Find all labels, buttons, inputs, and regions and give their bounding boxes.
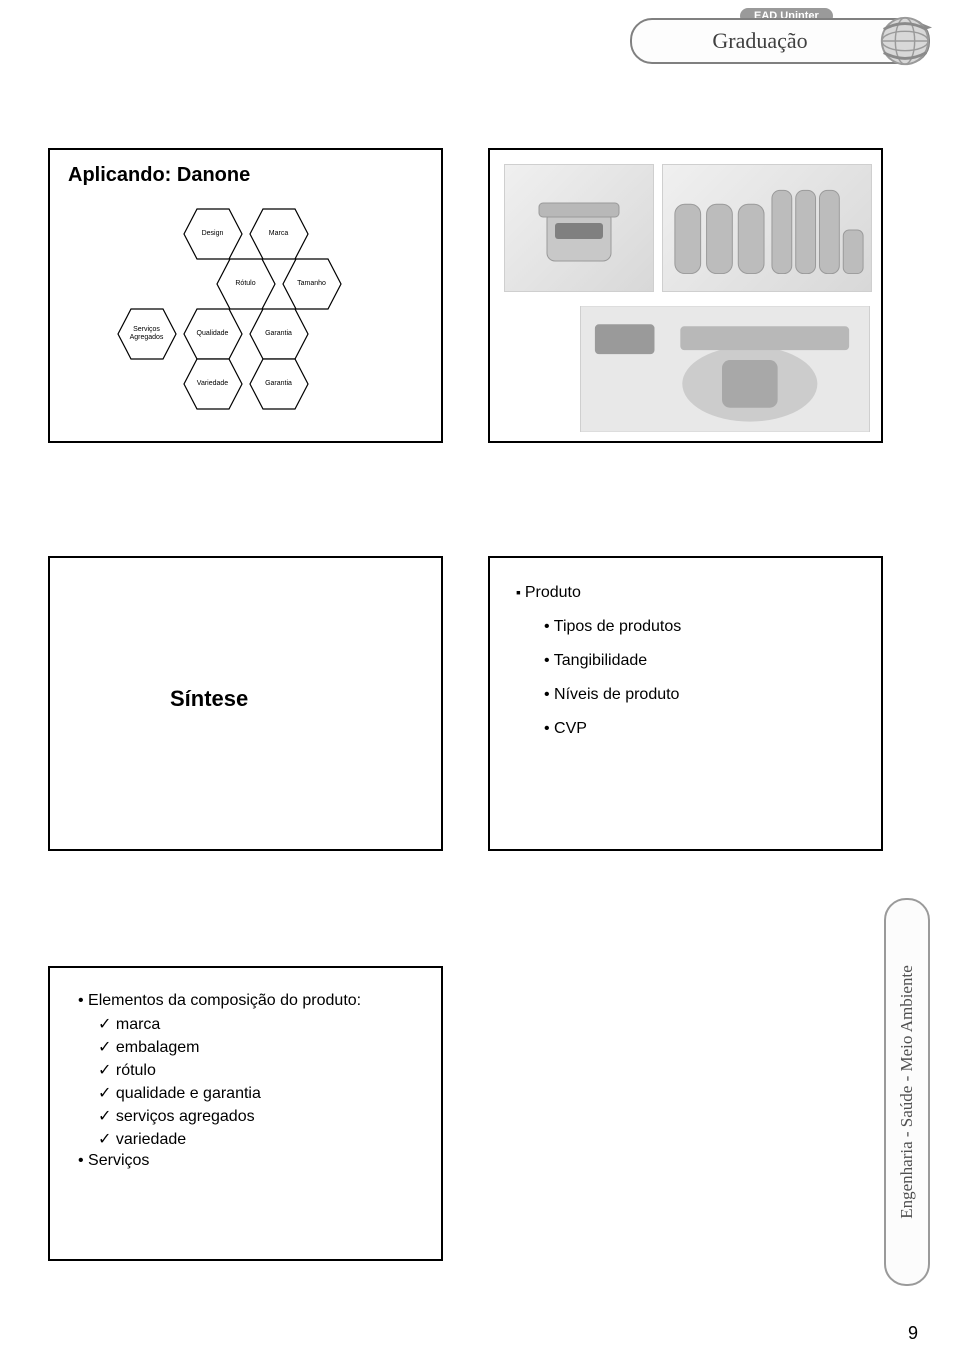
hex-label: Marca bbox=[248, 207, 310, 261]
header-pill: Graduação bbox=[630, 18, 930, 64]
bullet-item: Tangibilidade bbox=[544, 652, 855, 670]
bullet-list: Serviços bbox=[72, 1152, 419, 1170]
slide1-title: Aplicando: Danone bbox=[50, 150, 441, 187]
hex-label: Variedade bbox=[182, 357, 244, 411]
hex-label: Tamanho bbox=[281, 257, 343, 311]
hex-garantia: Garantia bbox=[248, 307, 310, 361]
header-badge: EAD Uninter Graduação bbox=[630, 6, 930, 64]
bullet-list: Produto bbox=[516, 584, 855, 602]
check-item: qualidade e garantia bbox=[98, 1083, 419, 1103]
hex-label: Garantia bbox=[248, 307, 310, 361]
globe-icon bbox=[876, 12, 934, 70]
bullet-item: Tipos de produtos bbox=[544, 618, 855, 636]
bullet-item: Níveis de produto bbox=[544, 686, 855, 704]
slide3-title: Síntese bbox=[50, 686, 441, 712]
side-badge-text: Engenharia - Saúde - Meio Ambiente bbox=[897, 965, 917, 1219]
check-item: variedade bbox=[98, 1129, 419, 1149]
check-item: rótulo bbox=[98, 1060, 419, 1080]
hex-label: Design bbox=[182, 207, 244, 261]
hex-label: Serviços Agregados bbox=[116, 307, 178, 361]
side-badge: Engenharia - Saúde - Meio Ambiente bbox=[884, 898, 930, 1286]
hex-garantia2: Garantia bbox=[248, 357, 310, 411]
hex-design: Design bbox=[182, 207, 244, 261]
hex-qualidade: Qualidade bbox=[182, 307, 244, 361]
hex-label: Garantia bbox=[248, 357, 310, 411]
slide-produto-bullets: Produto Tipos de produtos Tangibilidade … bbox=[488, 556, 883, 851]
page-number: 9 bbox=[908, 1323, 918, 1344]
slide-sintese: Síntese bbox=[48, 556, 443, 851]
header-pill-text: Graduação bbox=[646, 28, 914, 54]
hex-marca: Marca bbox=[248, 207, 310, 261]
check-item: marca bbox=[98, 1014, 419, 1034]
bullet-item: CVP bbox=[544, 720, 855, 738]
check-item: serviços agregados bbox=[98, 1106, 419, 1126]
bullet-item: Produto bbox=[516, 584, 855, 602]
slide-aplicando-danone: Aplicando: Danone Design Marca Rótulo Ta… bbox=[48, 148, 443, 443]
hex-label: Rótulo bbox=[215, 257, 277, 311]
hexagon-cluster: Design Marca Rótulo Tamanho Serviços Agr… bbox=[116, 207, 376, 417]
slide-elementos: Elementos da composição do produto: marc… bbox=[48, 966, 443, 1261]
slide-product-photos bbox=[488, 148, 883, 443]
hex-rotulo: Rótulo bbox=[215, 257, 277, 311]
product-photo bbox=[662, 164, 872, 292]
product-photo bbox=[504, 164, 654, 292]
product-photo bbox=[580, 306, 870, 432]
hex-tamanho: Tamanho bbox=[281, 257, 343, 311]
bullet-sublist: Tipos de produtos Tangibilidade Níveis d… bbox=[516, 618, 855, 738]
check-list: marca embalagem rótulo qualidade e garan… bbox=[72, 1014, 419, 1149]
check-item: embalagem bbox=[98, 1037, 419, 1057]
hex-servicos: Serviços Agregados bbox=[116, 307, 178, 361]
hex-variedade: Variedade bbox=[182, 357, 244, 411]
bullet-item: Elementos da composição do produto: bbox=[78, 992, 419, 1010]
bullet-list: Elementos da composição do produto: bbox=[72, 992, 419, 1010]
bullet-item: Serviços bbox=[78, 1152, 419, 1170]
hex-label: Qualidade bbox=[182, 307, 244, 361]
